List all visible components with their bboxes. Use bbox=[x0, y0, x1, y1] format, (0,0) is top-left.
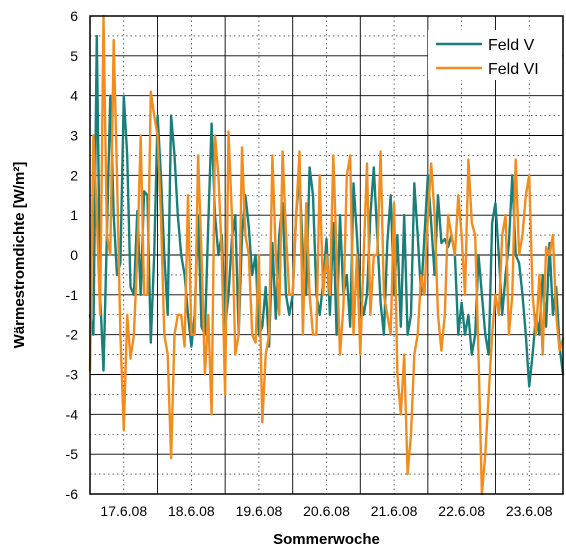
y-tick-label: 5 bbox=[70, 48, 78, 64]
y-axis-label: Wärmestromdichte [W/m²] bbox=[11, 162, 28, 349]
y-tick-label: 1 bbox=[70, 207, 78, 223]
y-tick-label: 2 bbox=[70, 167, 78, 183]
y-tick-label: 3 bbox=[70, 128, 78, 144]
x-axis-ticks: 17.6.08 18.6.08 19.6.08 20.6.08 21.6.08 22.6.… bbox=[100, 503, 552, 519]
y-tick-label: 0 bbox=[70, 247, 78, 263]
series-layer bbox=[88, 14, 565, 496]
y-tick-label: -2 bbox=[66, 327, 79, 343]
y-tick-label: 6 bbox=[70, 8, 78, 24]
legend-label-1: Feld V bbox=[488, 37, 535, 54]
x-tick-label: 22.6.08 bbox=[438, 503, 485, 519]
x-tick-label: 18.6.08 bbox=[168, 503, 215, 519]
y-tick-label: -5 bbox=[66, 446, 79, 462]
x-tick-label: 23.6.08 bbox=[506, 503, 553, 519]
y-axis-ticks: 6 5 4 3 2 1 0 -1 -2 -3 -4 -5 -6 bbox=[66, 8, 79, 502]
plot-area-frame bbox=[89, 15, 564, 495]
y-tick-label: -4 bbox=[66, 406, 79, 422]
y-tick-label: 4 bbox=[70, 88, 78, 104]
y-tick-label: -3 bbox=[66, 367, 79, 383]
legend-box bbox=[428, 30, 562, 80]
legend: Feld V Feld VI bbox=[428, 30, 562, 80]
x-tick-label: 20.6.08 bbox=[303, 503, 350, 519]
x-tick-label: 21.6.08 bbox=[371, 503, 418, 519]
series-line-1 bbox=[88, 34, 565, 388]
legend-label-2: Feld VI bbox=[488, 61, 539, 78]
y-tick-label: -6 bbox=[66, 486, 79, 502]
series-line-2 bbox=[88, 14, 565, 496]
x-tick-label: 17.6.08 bbox=[100, 503, 147, 519]
x-axis-label: Sommerwoche bbox=[273, 531, 380, 548]
y-tick-label: -1 bbox=[66, 287, 79, 303]
x-tick-label: 19.6.08 bbox=[236, 503, 283, 519]
